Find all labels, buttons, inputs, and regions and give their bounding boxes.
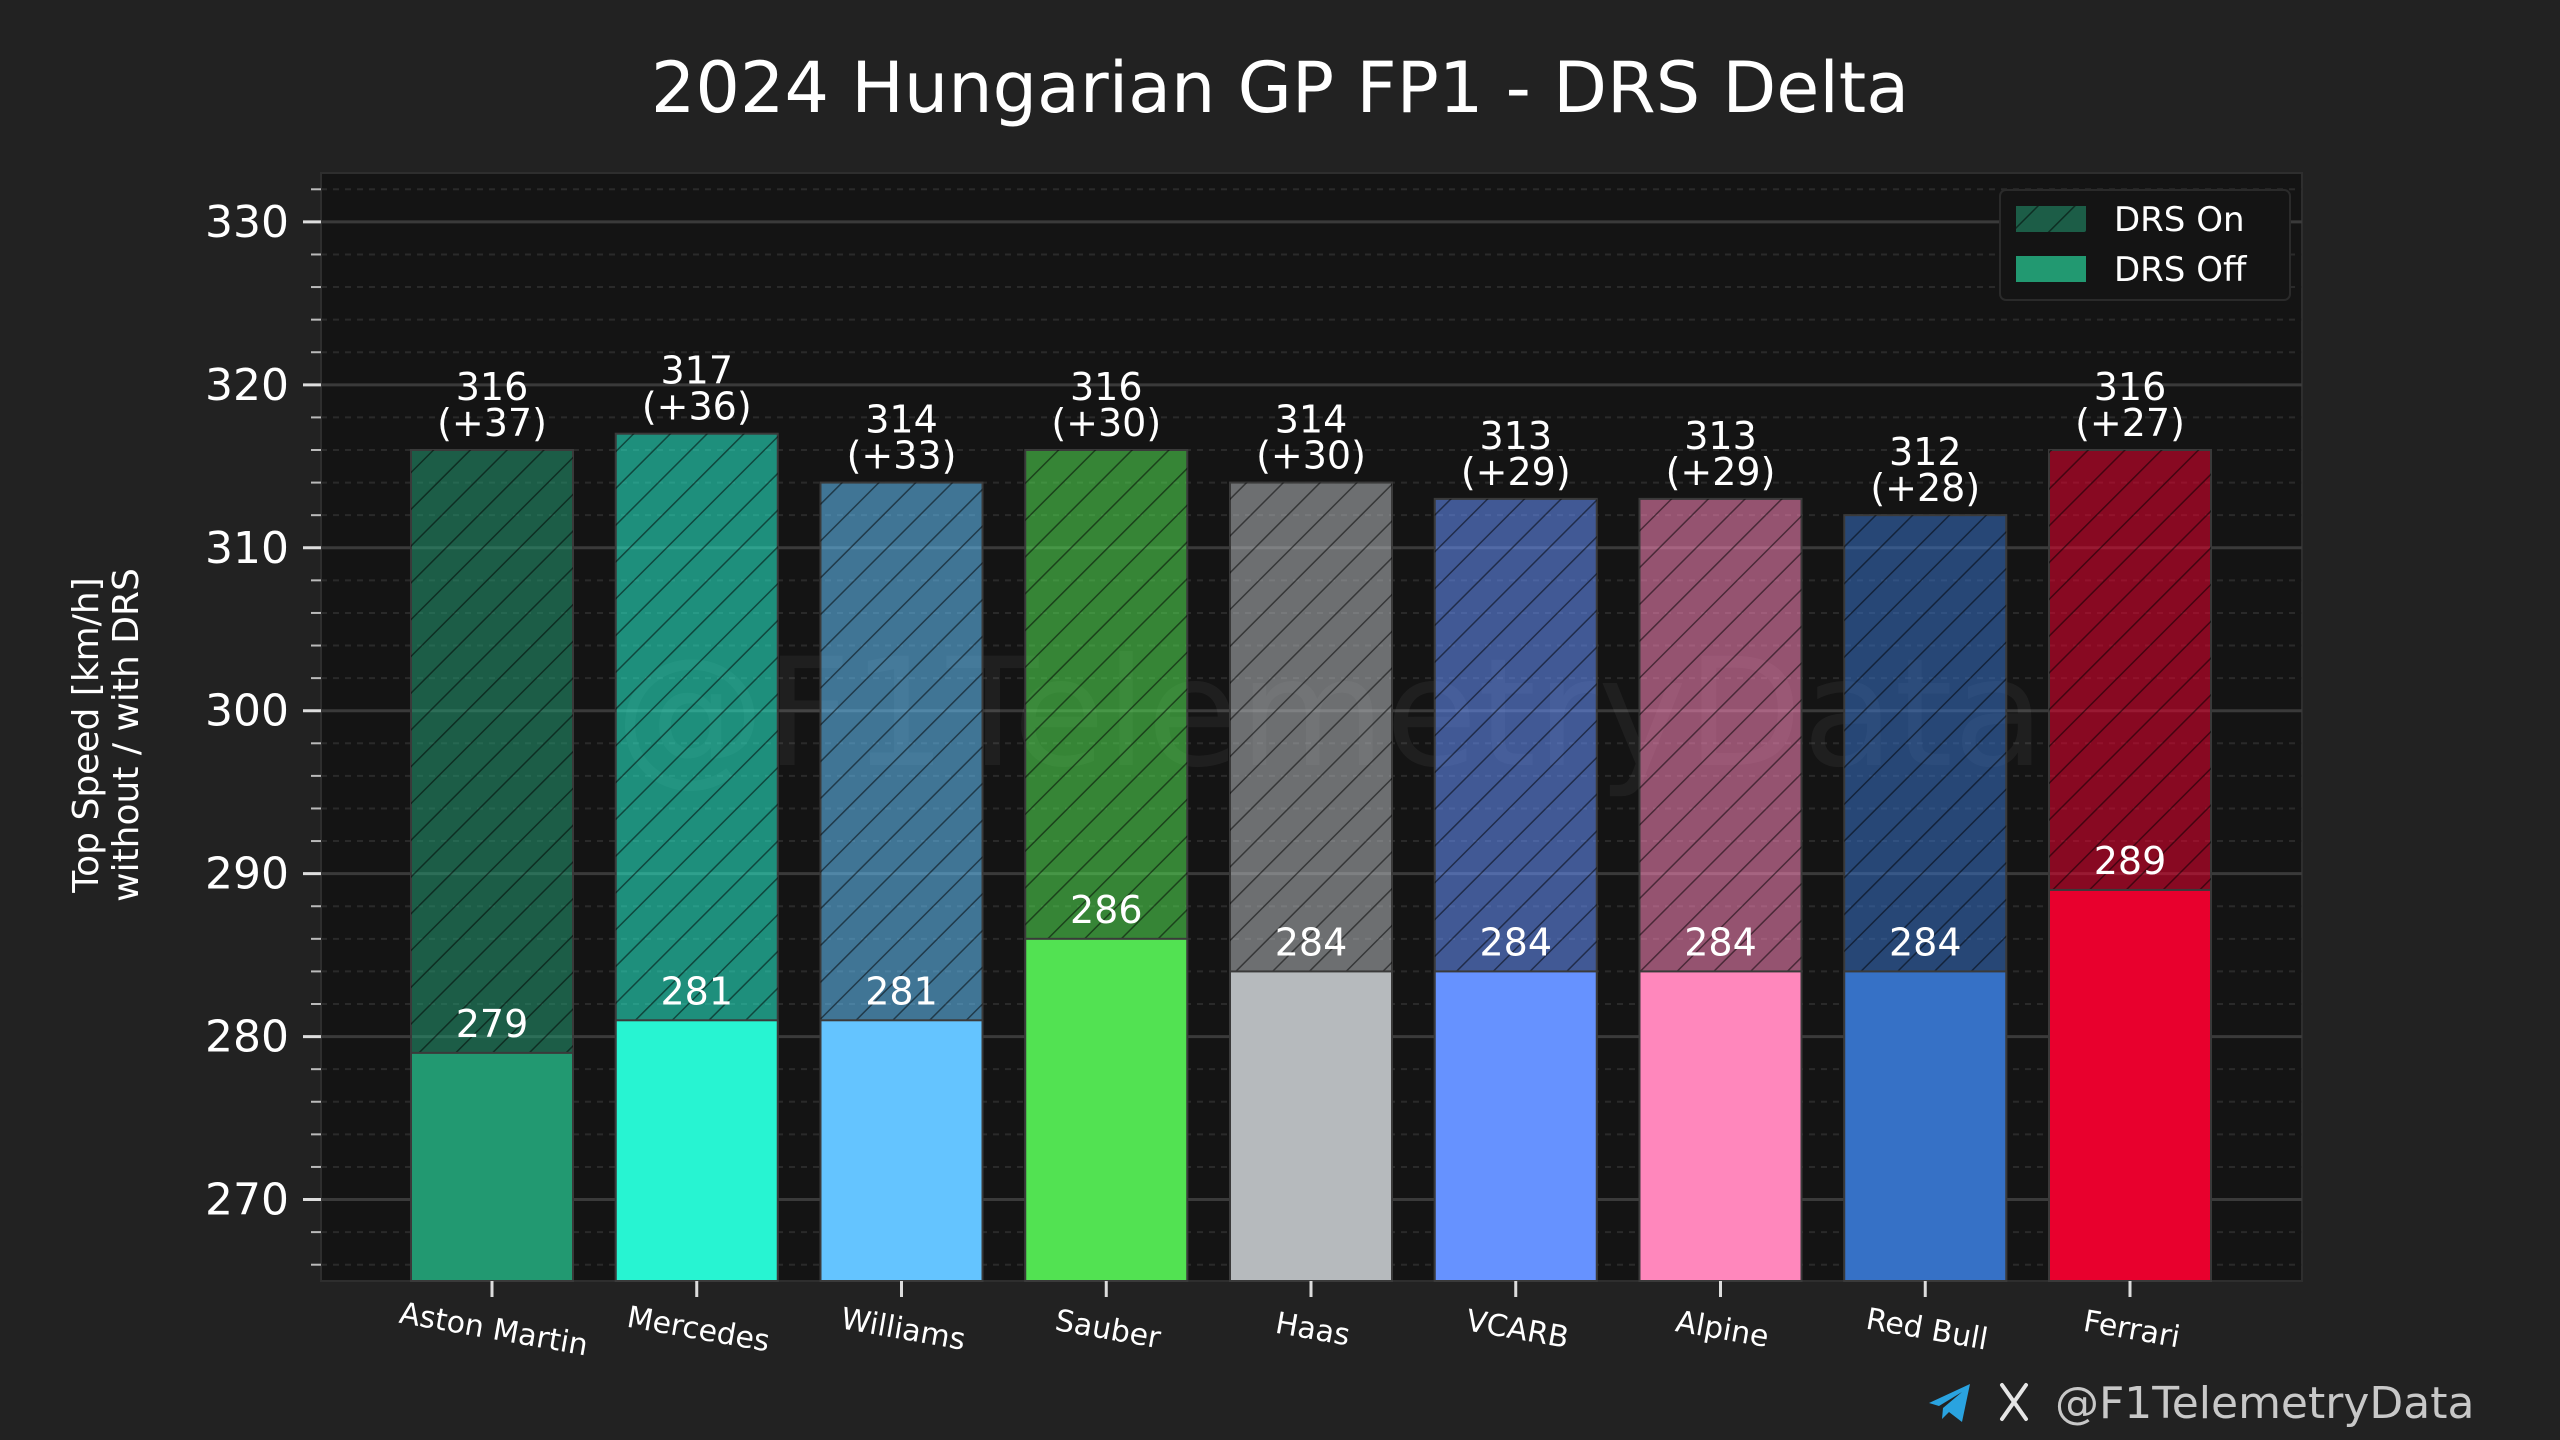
data-label-drs-off: 279 <box>456 1002 529 1046</box>
data-label-delta: (+27) <box>2075 401 2185 445</box>
data-label-delta: (+30) <box>1051 401 1161 445</box>
data-label-drs-on: 316 <box>456 365 529 409</box>
x-tick-label: Alpine <box>1673 1304 1771 1355</box>
y-tick-label: 270 <box>205 1175 289 1226</box>
y-tick-label: 320 <box>205 360 289 411</box>
data-label-drs-on: 312 <box>1889 430 1962 474</box>
data-label-drs-off: 284 <box>1275 920 1348 964</box>
data-label-drs-off: 281 <box>660 969 733 1013</box>
x-tick-label: Red Bull <box>1863 1302 1990 1358</box>
legend: DRS On DRS Off <box>1999 189 2291 301</box>
bar-drs-off <box>1843 970 2008 1282</box>
bars: 279316(+37)281317(+36)281314(+33)286316(… <box>410 349 2212 1283</box>
x-tick-label: VCARB <box>1463 1303 1571 1355</box>
telegram-icon <box>1929 1384 1970 1422</box>
bar-drs-off <box>1024 937 1189 1283</box>
data-label-delta: (+36) <box>642 385 752 429</box>
x-axis: Aston Martin Mercedes Williams Sauber Haas VC… <box>397 1281 2183 1363</box>
data-label-drs-off: 284 <box>1684 920 1757 964</box>
x-tick-label: Williams <box>838 1302 968 1358</box>
data-label-drs-off: 284 <box>1889 920 1962 964</box>
data-label-delta: (+33) <box>847 434 957 478</box>
x-tick-label: Ferrari <box>2081 1304 2183 1355</box>
data-label-delta: (+37) <box>437 401 547 445</box>
legend-swatch-drs-on-hatch <box>2016 206 2086 232</box>
footer: @F1TelemetryData <box>1929 1378 2474 1429</box>
bar-drs-off <box>1229 970 1393 1282</box>
data-label-drs-off: 286 <box>1070 888 1143 932</box>
data-label-delta: (+28) <box>1870 466 1980 510</box>
y-axis-label-line-2: without / with DRS <box>106 568 147 902</box>
data-label-drs-on: 314 <box>1275 398 1348 442</box>
x-tick-label: Aston Martin <box>397 1296 591 1364</box>
y-axis-label-line-1: Top Speed [km/h] <box>66 577 107 893</box>
data-label-delta: (+29) <box>1461 450 1571 494</box>
x-tick-label: Haas <box>1273 1306 1353 1353</box>
x-icon <box>2000 1383 2028 1421</box>
data-label-delta: (+30) <box>1256 434 1366 478</box>
data-label-drs-on: 313 <box>1684 414 1757 458</box>
data-label-delta: (+29) <box>1666 450 1776 494</box>
data-label-drs-on: 314 <box>865 398 938 442</box>
bar-drs-off <box>614 1019 779 1282</box>
bar-drs-off <box>410 1051 574 1282</box>
x-tick-label: Mercedes <box>624 1300 772 1359</box>
y-tick-label: 310 <box>205 523 289 574</box>
y-axis: 270 280 290 300 310 320 330 <box>205 188 321 1266</box>
legend-label-drs-on: DRS On <box>2114 200 2245 240</box>
bar-drs-off <box>1638 970 1803 1282</box>
data-label-drs-off: 284 <box>1479 920 1552 964</box>
y-tick-label: 280 <box>205 1012 289 1063</box>
y-tick-label: 330 <box>205 197 289 248</box>
x-tick-label: Sauber <box>1053 1303 1164 1356</box>
y-tick-label: 290 <box>205 849 289 900</box>
bar-drs-off <box>2048 888 2212 1282</box>
data-label-drs-on: 316 <box>2094 365 2167 409</box>
bar-drs-off <box>1433 970 1598 1282</box>
data-label-drs-on: 316 <box>1070 365 1143 409</box>
footer-handle: @F1TelemetryData <box>2055 1378 2474 1429</box>
y-tick-label: 300 <box>205 686 289 737</box>
legend-swatch-drs-off <box>2016 256 2086 282</box>
chart-title: 2024 Hungarian GP FP1 - DRS Delta <box>651 47 1909 129</box>
bar-drs-off <box>819 1019 984 1282</box>
y-axis-label: Top Speed [km/h] without / with DRS <box>66 568 147 902</box>
data-label-drs-on: 313 <box>1479 414 1552 458</box>
data-label-drs-on: 317 <box>660 349 733 393</box>
data-label-drs-off: 289 <box>2094 839 2167 883</box>
data-label-drs-off: 281 <box>865 969 938 1013</box>
legend-label-drs-off: DRS Off <box>2114 250 2248 290</box>
